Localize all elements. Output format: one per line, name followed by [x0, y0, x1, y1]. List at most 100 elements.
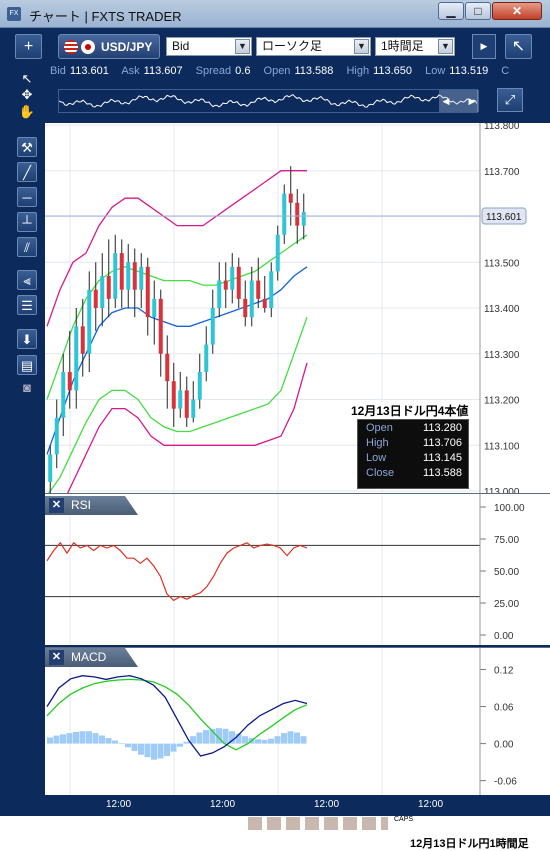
candle — [275, 225, 280, 281]
caps-indicator: CAPS — [394, 816, 414, 823]
candle-body — [295, 202, 300, 226]
candle — [54, 399, 59, 469]
macd-histogram-bar — [86, 731, 92, 744]
macd-histogram-bar — [261, 739, 268, 744]
crosshair-icon[interactable]: ✥ — [21, 87, 33, 102]
close-macd-icon[interactable]: ✕ — [49, 650, 64, 665]
fibonacci-fan-icon[interactable]: ⫷ — [17, 270, 37, 290]
candle-body — [230, 266, 235, 290]
candle-body — [275, 234, 280, 272]
price-tick-label: 113.100 — [484, 441, 520, 452]
candle-body — [249, 280, 254, 318]
candle — [171, 362, 176, 427]
candle-body — [48, 454, 53, 482]
x-tick: 12:00 — [210, 799, 236, 810]
minimize-icon: ▁ — [446, 4, 456, 18]
image-caption: 12月13日ドル円1時間足 — [410, 838, 529, 850]
quote-bar: Bid 113.601 Ask 113.607 Spread 0.6 Open 113.… — [50, 65, 550, 83]
price-type-select[interactable]: Bid ▼ — [166, 37, 252, 56]
low-label: Low — [425, 65, 446, 77]
macd-histogram-bar — [190, 736, 196, 744]
candle — [204, 326, 209, 382]
vertical-line-icon[interactable]: ┴ — [17, 212, 37, 232]
high-label: High — [346, 65, 370, 77]
popout-button[interactable]: ↖ — [505, 34, 532, 59]
candle-body — [217, 280, 222, 308]
price-tick-label: 113.000 — [484, 487, 520, 493]
candle-body — [191, 399, 196, 418]
fit-chart-button[interactable]: ⤢ — [497, 88, 523, 112]
macd-histogram-bar — [222, 728, 229, 744]
chart-navigator[interactable]: ◀ ▶ — [58, 89, 479, 113]
download-icon[interactable]: ⬇ — [17, 329, 37, 349]
price-chart[interactable]: 113.800113.700113.600113.500113.400113.3… — [45, 123, 550, 493]
macd-histogram-bar — [255, 739, 261, 744]
data-table-icon[interactable]: ▤ — [17, 355, 37, 375]
open-value: 113.588 — [294, 65, 334, 77]
toolbar-scroll-button[interactable]: ▶ — [472, 34, 496, 59]
macd-histogram-bar — [235, 733, 242, 744]
chevron-down-icon: ▼ — [438, 39, 453, 54]
open-label: Open — [263, 65, 291, 77]
hammer-icon[interactable]: ⚒ — [17, 137, 37, 157]
camera-icon[interactable]: ◙ — [23, 380, 31, 395]
x-tick: 12:00 — [106, 799, 132, 810]
add-chart-button[interactable]: + — [15, 34, 42, 59]
candle-body — [171, 381, 176, 409]
rsi-tick-label: 0.00 — [494, 631, 514, 642]
candle — [132, 248, 137, 318]
select-arrow-icon[interactable]: ↖ — [21, 71, 33, 86]
chevron-down-icon: ▼ — [235, 39, 250, 54]
macd-histogram-bar — [47, 737, 53, 744]
bb-upper-line — [46, 170, 307, 327]
fibonacci-retracement-icon[interactable]: ☰ — [17, 295, 37, 315]
chevron-left-icon[interactable]: ◀ — [442, 96, 450, 106]
candle — [139, 253, 144, 308]
macd-histogram-bar — [216, 728, 222, 744]
macd-histogram-bar — [125, 743, 131, 748]
macd-chart[interactable]: 0.12 0.06 0.00 -0.06 — [45, 647, 550, 795]
maximize-button[interactable]: □ — [465, 2, 491, 20]
current-price-tag — [481, 207, 527, 225]
macd-histogram-bar — [99, 735, 105, 744]
hand-icon[interactable]: ✋ — [18, 104, 36, 119]
rsi-tick-label: 25.00 — [494, 599, 519, 610]
ask-value: 113.607 — [143, 65, 183, 77]
close-rsi-icon[interactable]: ✕ — [49, 498, 64, 513]
macd-histogram-bar — [209, 728, 216, 744]
macd-histogram-bar — [60, 734, 66, 744]
timeframe-select[interactable]: 1時間足 ▼ — [375, 37, 455, 56]
chart-type-select[interactable]: ローソク足 ▼ — [256, 37, 371, 56]
candle — [184, 376, 189, 427]
drawing-toolbar: ↖ ✥ ✋ ⚒ ╱ ─ ┴ ⫽ ⫷ ☰ ⬇ ▤ ◙ — [15, 66, 45, 816]
candle — [210, 289, 215, 354]
trend-line-icon[interactable]: ╱ — [17, 162, 37, 182]
minimize-button[interactable]: ▁ — [438, 2, 464, 20]
title-bar[interactable]: FX チャート | FXTS TRADER ▁ □ ✕ — [0, 0, 550, 28]
symbol-selector[interactable]: USD/JPY — [58, 34, 160, 59]
ohlc-low-value: 113.145 — [423, 452, 462, 464]
ohlc-open-label: Open — [366, 422, 393, 434]
candle-body — [256, 280, 261, 299]
candle-body — [178, 390, 183, 409]
macd-histogram-bar — [242, 736, 248, 744]
macd-signal-line — [46, 678, 308, 751]
candle-body — [204, 344, 209, 373]
rsi-chart[interactable]: 100.00 75.00 50.00 25.00 0.00 — [45, 493, 550, 645]
parallel-lines-icon[interactable]: ⫽ — [17, 237, 37, 257]
candle-body — [87, 289, 92, 354]
candle-body — [126, 262, 131, 290]
navigator-handle[interactable] — [439, 90, 479, 112]
x-tick: 12:00 — [314, 799, 340, 810]
candle-body — [106, 275, 111, 299]
current-price-label: 113.601 — [486, 212, 522, 223]
chevron-right-icon[interactable]: ▶ — [468, 96, 476, 106]
rsi-tick-label: 75.00 — [494, 535, 519, 546]
macd-histogram-bar — [287, 731, 294, 744]
candle — [119, 239, 124, 308]
close-button[interactable]: ✕ — [492, 2, 542, 20]
candle — [282, 184, 287, 244]
candle-body — [282, 193, 287, 235]
horizontal-line-icon[interactable]: ─ — [17, 187, 37, 207]
macd-histogram-bar — [294, 732, 300, 744]
